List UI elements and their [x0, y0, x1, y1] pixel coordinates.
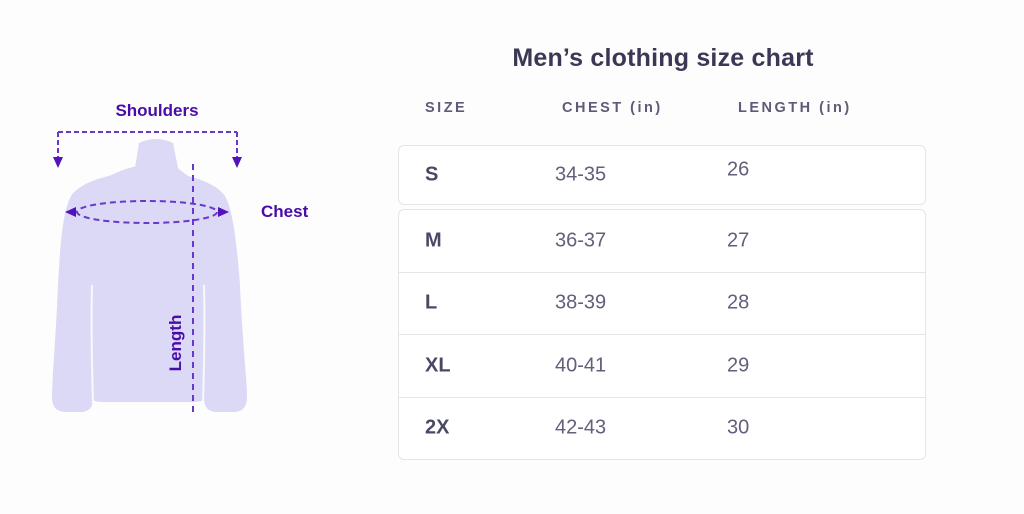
cell-length: 26 [727, 158, 750, 181]
cell-length: 30 [727, 416, 750, 439]
chest-left-arrow-icon [65, 207, 76, 217]
cell-size: XL [425, 354, 451, 377]
shirt-right-sleeve [167, 172, 247, 412]
table-header: SIZE CHEST (in) LENGTH (in) [398, 100, 928, 120]
shoulders-left-arrow-icon [53, 157, 63, 168]
table-row: 2X 42-43 30 [399, 396, 925, 460]
cell-size: M [425, 229, 442, 252]
cell-chest: 42-43 [555, 416, 607, 439]
table-row: S 34-35 26 [399, 146, 925, 204]
row-group-s: S 34-35 26 [398, 145, 926, 205]
table-row: L 38-39 28 [399, 271, 925, 335]
right-sleeve-seam [202, 284, 206, 406]
cell-size: L [425, 291, 438, 314]
page-title: Men’s clothing size chart [512, 44, 814, 72]
table-row: M 36-37 27 [399, 210, 925, 272]
cell-size: S [425, 163, 439, 186]
column-header-size: SIZE [425, 100, 468, 116]
cell-length: 27 [727, 229, 750, 252]
cell-chest: 36-37 [555, 229, 607, 252]
chest-right-arrow-icon [218, 207, 229, 217]
cell-chest: 40-41 [555, 354, 607, 377]
column-header-chest: CHEST (in) [562, 100, 663, 116]
size-chart-table: Men’s clothing size chart SIZE CHEST (in… [398, 0, 928, 514]
shirt-measurement-diagram: Shoulders Chest Length [25, 80, 345, 440]
cell-length: 28 [727, 291, 750, 314]
shoulders-measure-bracket [57, 131, 238, 158]
shirt-left-sleeve [52, 172, 129, 412]
shirt-torso [79, 166, 217, 402]
cell-chest: 34-35 [555, 163, 607, 186]
chest-label: Chest [261, 202, 309, 221]
cell-size: 2X [425, 416, 450, 439]
shirt-collar [135, 139, 178, 168]
table-row: XL 40-41 29 [399, 334, 925, 397]
column-header-length: LENGTH (in) [738, 100, 852, 116]
length-label: Length [166, 314, 185, 372]
chest-measure-ellipse [76, 200, 218, 224]
row-group-m-to-2x: M 36-37 27 L 38-39 28 XL 40-41 29 2X 42-… [398, 209, 926, 460]
shoulders-label: Shoulders [115, 101, 199, 120]
left-sleeve-seam [90, 284, 94, 406]
shirt-illustration [52, 131, 247, 413]
cell-length: 29 [727, 354, 750, 377]
shoulders-right-arrow-icon [232, 157, 242, 168]
cell-chest: 38-39 [555, 291, 607, 314]
